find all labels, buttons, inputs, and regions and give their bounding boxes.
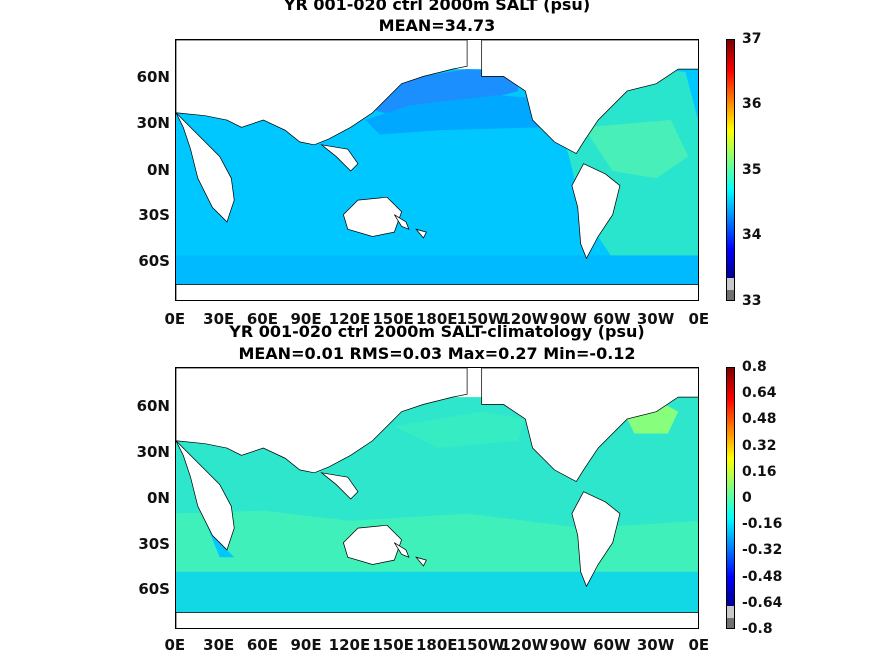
panel1-land: [176, 40, 698, 300]
panel2-xtick: 30E: [203, 636, 235, 654]
panel2-cbtick: 0: [742, 490, 752, 506]
panel1-ytick-60n: 60N: [136, 68, 170, 86]
panel2-cbtick: 0.48: [742, 411, 777, 428]
panel2-xtick: 150E: [372, 636, 414, 654]
panel2-xtick: 60E: [246, 636, 278, 654]
panel2-xtick: 90E: [290, 636, 322, 654]
panel1-ytick-0n: 0N: [147, 161, 170, 179]
panel1-cbtick-37: 37: [742, 31, 762, 47]
panel2-xtick: 180E: [416, 636, 458, 654]
panel2-ytick-60s: 60S: [138, 580, 170, 598]
panel2-cbtick: 0.8: [742, 359, 767, 375]
panel2-xtick: 30W: [636, 636, 675, 654]
panel2-cbtick: 0.64: [742, 385, 777, 402]
panel1-xtick: 60W: [593, 310, 631, 328]
panel1-subtitle: MEAN=34.73: [378, 16, 496, 35]
panel1-xtick: 0E: [688, 310, 710, 328]
panel2-ytick-30s: 30S: [138, 535, 170, 553]
panel2-cbtick: -0.48: [742, 568, 783, 585]
panel1-title: YR 001-020 ctrl 2000m SALT (psu): [283, 0, 591, 14]
panel1-xtick: 90W: [549, 310, 587, 328]
panel2-xtick: 60W: [593, 636, 631, 654]
panel1-xtick: 120W: [500, 310, 549, 328]
panel2-map: [175, 367, 699, 629]
panel2-ytick-30n: 30N: [136, 443, 170, 461]
panel1-cbtick-35: 35: [742, 162, 762, 178]
panel1-xtick: 60E: [246, 310, 278, 328]
panel1-cbtick-33: 33: [742, 293, 762, 309]
panel2-cbtick: -0.8: [742, 621, 773, 637]
panel2-cbtick: 0.16: [742, 463, 777, 480]
panel1-xtick: 120E: [328, 310, 371, 328]
panel2-ytick-60n: 60N: [136, 397, 170, 415]
panel2-cbtick: -0.64: [742, 594, 783, 611]
panel2-xtick: 0E: [164, 636, 186, 654]
panel2-title: YR 001-020 ctrl 2000m SALT-climatology (…: [229, 322, 645, 341]
panel1-xtick: 30W: [636, 310, 675, 328]
panel1-xtick: 150W: [456, 310, 505, 328]
panel1-map: [175, 39, 699, 301]
panel2-cbtick: -0.32: [742, 542, 783, 559]
panel1-xtick: 150E: [372, 310, 414, 328]
panel2-colorbar: [726, 367, 735, 629]
panel2-xtick: 0E: [688, 636, 710, 654]
panel1-xtick: 180E: [416, 310, 458, 328]
panel1-cbtick-36: 36: [742, 96, 762, 112]
panel2-xtick: 120W: [500, 636, 549, 654]
panel2-cbtick: 0.32: [742, 437, 777, 454]
panel2-xtick: 90W: [549, 636, 587, 654]
panel1-ytick-30n: 30N: [136, 114, 170, 132]
panel2-land: [176, 368, 698, 628]
panel1-ytick-60s: 60S: [138, 252, 170, 270]
panel2-xtick: 150W: [456, 636, 505, 654]
panel1-xtick: 0E: [164, 310, 186, 328]
panel1-cbtick-34: 34: [742, 227, 762, 243]
panel2-cbtick: -0.16: [742, 516, 783, 533]
panel2-ytick-0n: 0N: [147, 489, 170, 507]
panel1-xtick: 90E: [290, 310, 322, 328]
panel1-colorbar: [726, 39, 735, 301]
panel2-subtitle: MEAN=0.01 RMS=0.03 Max=0.27 Min=-0.12: [238, 344, 636, 363]
panel1-xtick: 30E: [203, 310, 235, 328]
panel1-ytick-30s: 30S: [138, 206, 170, 224]
panel2-xtick: 120E: [328, 636, 371, 654]
